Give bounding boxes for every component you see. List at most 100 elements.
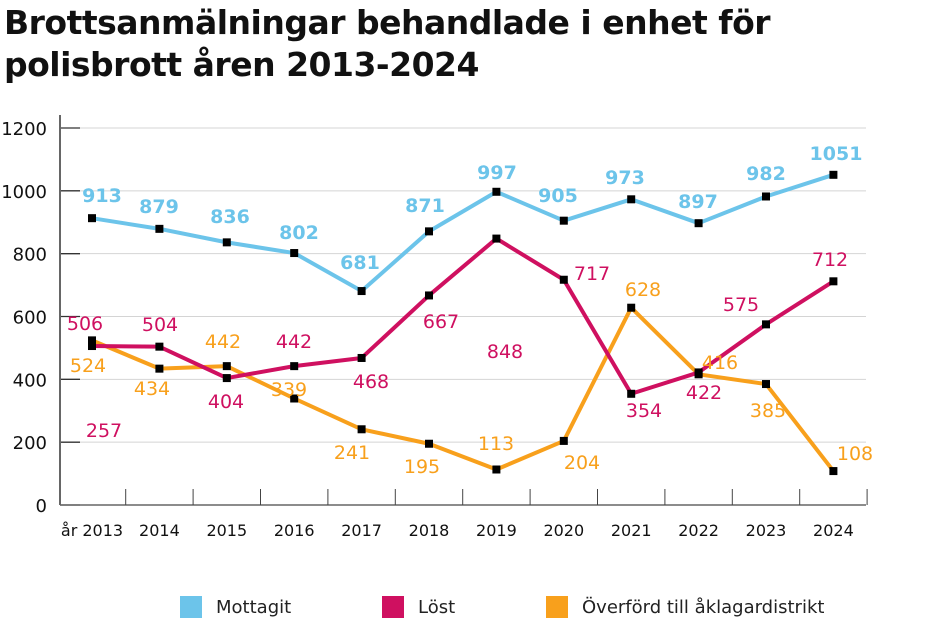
data-label: 913 [82, 185, 122, 207]
data-point [627, 389, 636, 398]
x-tick-label: 2018 [409, 521, 450, 540]
data-point [88, 214, 96, 223]
title-line-1: Brottsanmälningar behandlade i enhet för [4, 3, 771, 42]
data-label: 339 [271, 379, 307, 401]
data-label: 204 [564, 452, 600, 474]
x-tick-label: 2015 [206, 521, 247, 540]
data-label: 717 [574, 263, 610, 285]
x-tick-label: år 2013 [61, 521, 123, 540]
data-label: 442 [276, 331, 312, 353]
x-tick-label: 2020 [543, 521, 584, 540]
legend-label: Överförd till åklagardistrikt [582, 596, 825, 618]
data-label: 354 [626, 400, 662, 422]
data-label: 241 [334, 442, 370, 464]
data-label: 871 [405, 195, 445, 217]
data-label: 897 [678, 191, 718, 213]
data-point [829, 170, 838, 179]
data-point [222, 374, 231, 383]
data-point [694, 219, 703, 228]
data-label: 524 [70, 355, 106, 377]
data-label: 416 [702, 352, 738, 374]
data-label: 506 [67, 313, 103, 335]
data-point [492, 234, 501, 243]
data-label: 905 [538, 185, 578, 207]
x-tick-label: 2024 [813, 521, 854, 540]
data-point [762, 320, 770, 329]
y-tick-label: 0 [36, 496, 47, 517]
data-label: 1051 [810, 143, 863, 165]
y-tick-label: 1200 [1, 119, 47, 140]
data-point [357, 425, 366, 434]
series-line-2 [91, 305, 835, 473]
data-label: 504 [142, 314, 178, 336]
data-point [155, 342, 164, 351]
data-point [492, 187, 501, 196]
data-label: 108 [837, 443, 873, 465]
data-point [222, 362, 231, 371]
data-point [425, 227, 433, 236]
x-tick-label: 2021 [611, 521, 652, 540]
data-point [559, 216, 568, 225]
data-label: 681 [340, 252, 380, 274]
data-point [290, 394, 299, 403]
legend-item: Löst [382, 596, 455, 618]
data-label: 434 [134, 378, 170, 400]
chart-title: Brottsanmälningar behandlade i enhet för… [4, 2, 771, 86]
data-point [290, 362, 299, 371]
data-point [559, 436, 568, 445]
data-label: 628 [625, 279, 661, 301]
x-tick-label: 2023 [746, 521, 787, 540]
data-point [357, 353, 366, 362]
data-point [357, 287, 366, 296]
data-point [559, 275, 568, 284]
data-point [762, 192, 770, 201]
legend-item: Mottagit [180, 596, 291, 618]
data-point [222, 238, 231, 247]
data-point [829, 467, 838, 476]
data-label: 712 [812, 249, 848, 271]
x-tick-label: 2022 [678, 521, 719, 540]
data-point [88, 336, 96, 345]
data-point [425, 439, 433, 448]
data-point [290, 249, 299, 258]
data-label: 848 [487, 341, 523, 363]
data-point [155, 364, 164, 373]
legend-item: Överförd till åklagardistrikt [546, 596, 824, 618]
data-label: 836 [210, 206, 250, 228]
x-tick-label: 2016 [274, 521, 315, 540]
data-label: 404 [208, 391, 244, 413]
data-label: 973 [605, 167, 645, 189]
data-label: 802 [279, 222, 319, 244]
data-label: 575 [723, 294, 759, 316]
data-point [829, 277, 838, 286]
x-tick-label: 2014 [139, 521, 180, 540]
data-point [762, 380, 770, 389]
data-label: 442 [205, 331, 241, 353]
data-label: 422 [686, 382, 722, 404]
data-label: 468 [353, 371, 389, 393]
series-line-0 [91, 172, 835, 294]
x-tick-label: 2019 [476, 521, 517, 540]
annotation-label: 257 [86, 420, 122, 442]
data-label: 667 [423, 311, 459, 333]
series-line-1 [91, 236, 835, 396]
data-point [425, 291, 433, 300]
data-label: 113 [478, 433, 514, 455]
data-label: 879 [139, 196, 179, 218]
y-tick-label: 200 [13, 433, 47, 454]
legend-swatch [180, 596, 202, 618]
y-tick-label: 400 [13, 370, 47, 391]
data-point [155, 224, 164, 233]
legend-label: Löst [418, 596, 456, 618]
data-point [88, 342, 96, 351]
x-tick-label: 2017 [341, 521, 382, 540]
legend-swatch [546, 596, 568, 618]
y-tick-label: 600 [13, 308, 47, 329]
legend-swatch [382, 596, 404, 618]
y-tick-label: 800 [13, 245, 47, 266]
data-point [492, 465, 501, 474]
data-label: 385 [750, 400, 786, 422]
data-label: 982 [746, 163, 786, 185]
data-label: 195 [404, 456, 440, 478]
